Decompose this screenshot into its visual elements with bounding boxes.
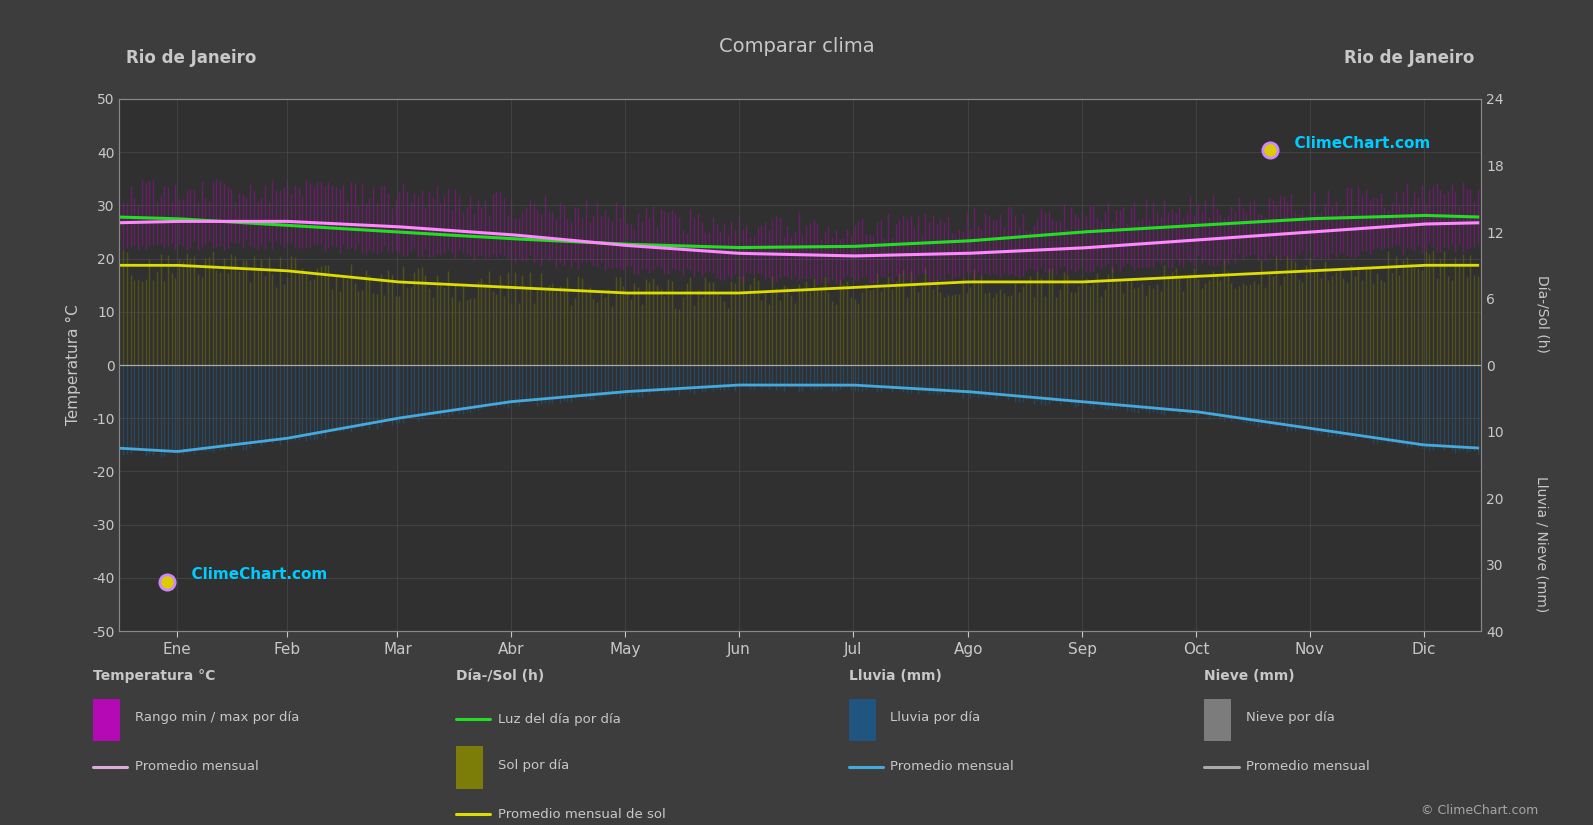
Text: Promedio mensual: Promedio mensual: [1246, 761, 1370, 773]
Text: Sol por día: Sol por día: [497, 758, 569, 771]
Bar: [456, 747, 483, 789]
Bar: [1204, 699, 1231, 742]
Bar: [849, 699, 876, 742]
Text: Lluvia por día: Lluvia por día: [890, 711, 981, 724]
Bar: [94, 699, 119, 742]
Text: Luz del día por día: Luz del día por día: [497, 713, 621, 726]
Text: Nieve (mm): Nieve (mm): [1204, 668, 1295, 682]
Text: Rio de Janeiro: Rio de Janeiro: [1344, 49, 1475, 67]
Text: Nieve por día: Nieve por día: [1246, 711, 1335, 724]
Text: ClimeChart.com: ClimeChart.com: [180, 568, 327, 582]
Text: Promedio mensual de sol: Promedio mensual de sol: [497, 808, 666, 821]
Text: Rango min / max por día: Rango min / max por día: [135, 711, 299, 724]
Text: Promedio mensual: Promedio mensual: [135, 761, 258, 773]
Text: Lluvia (mm): Lluvia (mm): [849, 668, 941, 682]
Y-axis label: Temperatura °C: Temperatura °C: [65, 304, 81, 426]
Text: Día-/Sol (h): Día-/Sol (h): [1534, 275, 1548, 352]
Text: Día-/Sol (h): Día-/Sol (h): [456, 668, 545, 682]
Text: Comparar clima: Comparar clima: [718, 37, 875, 56]
Text: © ClimeChart.com: © ClimeChart.com: [1421, 804, 1537, 818]
Text: Temperatura °C: Temperatura °C: [94, 668, 215, 682]
Text: Promedio mensual: Promedio mensual: [890, 761, 1015, 773]
Text: Lluvia / Nieve (mm): Lluvia / Nieve (mm): [1534, 476, 1548, 613]
Text: Rio de Janeiro: Rio de Janeiro: [126, 49, 256, 67]
Text: ClimeChart.com: ClimeChart.com: [1284, 136, 1431, 151]
